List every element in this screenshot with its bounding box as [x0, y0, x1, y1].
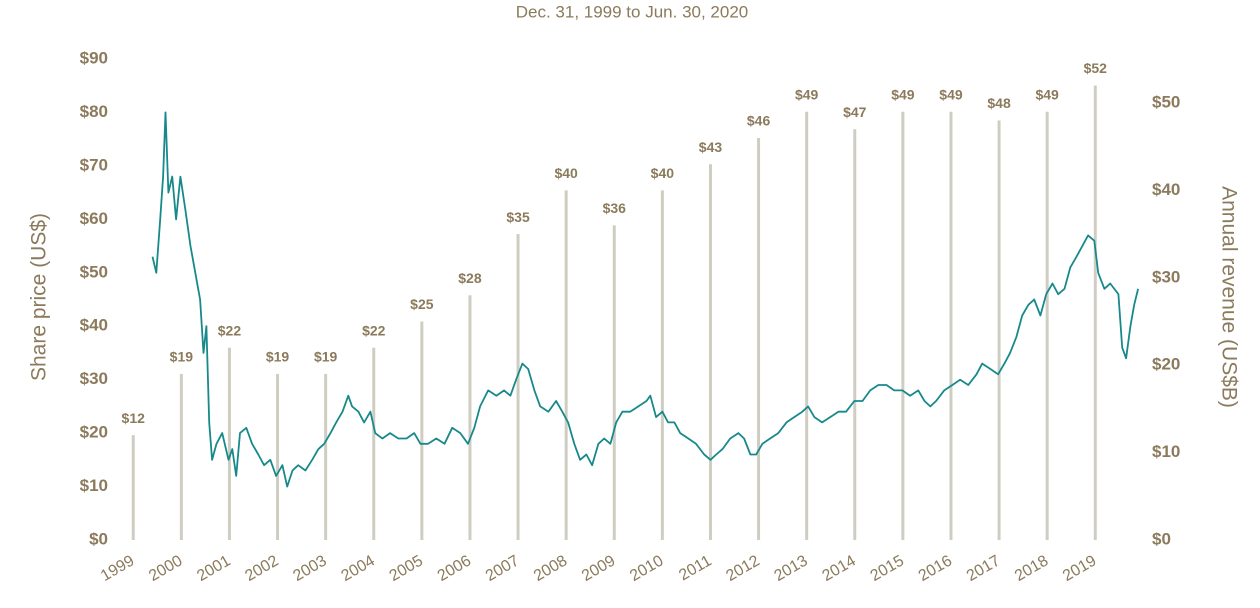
bar: [1093, 85, 1097, 541]
bar: [516, 234, 520, 540]
data-label: $43: [699, 139, 723, 155]
x-tick-label: 2018: [1012, 552, 1051, 585]
y-tick-label: $30: [80, 369, 108, 388]
data-label: $35: [506, 209, 530, 225]
bar: [901, 111, 905, 541]
data-label: $19: [266, 349, 290, 365]
y2-tick-label: $40: [1152, 180, 1180, 199]
x-tick-label: 2001: [194, 552, 233, 585]
x-tick-label: 2016: [916, 552, 955, 585]
bar: [757, 137, 761, 540]
bar: [131, 435, 135, 540]
bar: [660, 190, 664, 540]
y-tick-label: $90: [80, 48, 108, 67]
x-tick-label: 2003: [290, 552, 329, 585]
y-tick-label: $60: [80, 209, 108, 228]
bar: [708, 164, 712, 540]
data-label: $46: [747, 113, 771, 129]
y-tick-label: $20: [80, 423, 108, 442]
bar: [612, 225, 616, 541]
y2-tick-label: $0: [1152, 529, 1171, 548]
bar: [324, 373, 328, 540]
x-tick-label: 2017: [964, 552, 1003, 585]
x-tick-label: 2015: [868, 552, 907, 585]
x-tick-label: 2008: [531, 552, 570, 585]
data-label: $19: [314, 349, 338, 365]
bar: [420, 321, 424, 540]
bar: [564, 190, 568, 540]
bar: [372, 347, 376, 540]
data-label: $22: [218, 322, 242, 338]
data-label: $25: [410, 296, 434, 312]
x-tick-label: 2012: [723, 552, 762, 585]
x-tick-label: 2004: [339, 552, 378, 585]
y2-axis-label: Annual revenue (US$B): [1217, 186, 1240, 408]
x-tick-label: 2009: [579, 552, 618, 585]
data-label: $47: [843, 104, 867, 120]
y2-tick-label: $10: [1152, 442, 1180, 461]
bar: [997, 120, 1001, 540]
data-label: $48: [987, 95, 1011, 111]
x-tick-label: 2007: [483, 552, 522, 585]
data-label: $36: [603, 200, 627, 216]
data-label: $49: [795, 86, 819, 102]
x-tick-label: 2013: [771, 552, 810, 585]
data-label: $40: [651, 165, 675, 181]
x-tick-label: 1999: [98, 552, 137, 585]
price-line: [151, 111, 1139, 488]
x-tick-label: 2005: [387, 552, 426, 585]
x-tick-label: 2019: [1060, 552, 1099, 585]
data-label: $19: [170, 349, 194, 365]
x-tick-label: 2010: [627, 552, 666, 585]
x-tick-label: 2014: [820, 552, 859, 585]
bar: [227, 347, 231, 540]
data-label: $49: [891, 86, 915, 102]
bar: [1045, 111, 1049, 541]
x-tick-label: 2006: [435, 552, 474, 585]
x-tick-label: 2002: [242, 552, 281, 585]
data-label: $12: [122, 410, 146, 426]
y-tick-label: $50: [80, 262, 108, 281]
y-tick-label: $0: [89, 529, 108, 548]
data-label: $52: [1084, 60, 1108, 76]
bar: [805, 111, 809, 541]
data-label: $49: [939, 86, 963, 102]
y2-tick-label: $20: [1152, 355, 1180, 374]
x-tick-label: 2011: [676, 552, 714, 584]
y-tick-label: $70: [80, 155, 108, 174]
y-axis-label: Share price (US$): [28, 213, 51, 381]
chart-title: Dec. 31, 1999 to Jun. 30, 2020: [516, 2, 749, 21]
y-tick-label: $80: [80, 102, 108, 121]
data-label: $49: [1035, 86, 1059, 102]
x-tick-label: 2000: [146, 552, 185, 585]
y2-tick-label: $30: [1152, 267, 1180, 286]
y2-tick-label: $50: [1152, 92, 1180, 111]
data-label: $28: [458, 270, 482, 286]
bar: [853, 129, 857, 540]
bar: [179, 373, 183, 540]
y-tick-label: $40: [80, 316, 108, 335]
bar: [949, 111, 953, 541]
data-label: $22: [362, 322, 386, 338]
data-label: $40: [554, 165, 578, 181]
bar: [468, 295, 472, 540]
y-tick-label: $10: [80, 476, 108, 495]
bar: [276, 373, 280, 540]
